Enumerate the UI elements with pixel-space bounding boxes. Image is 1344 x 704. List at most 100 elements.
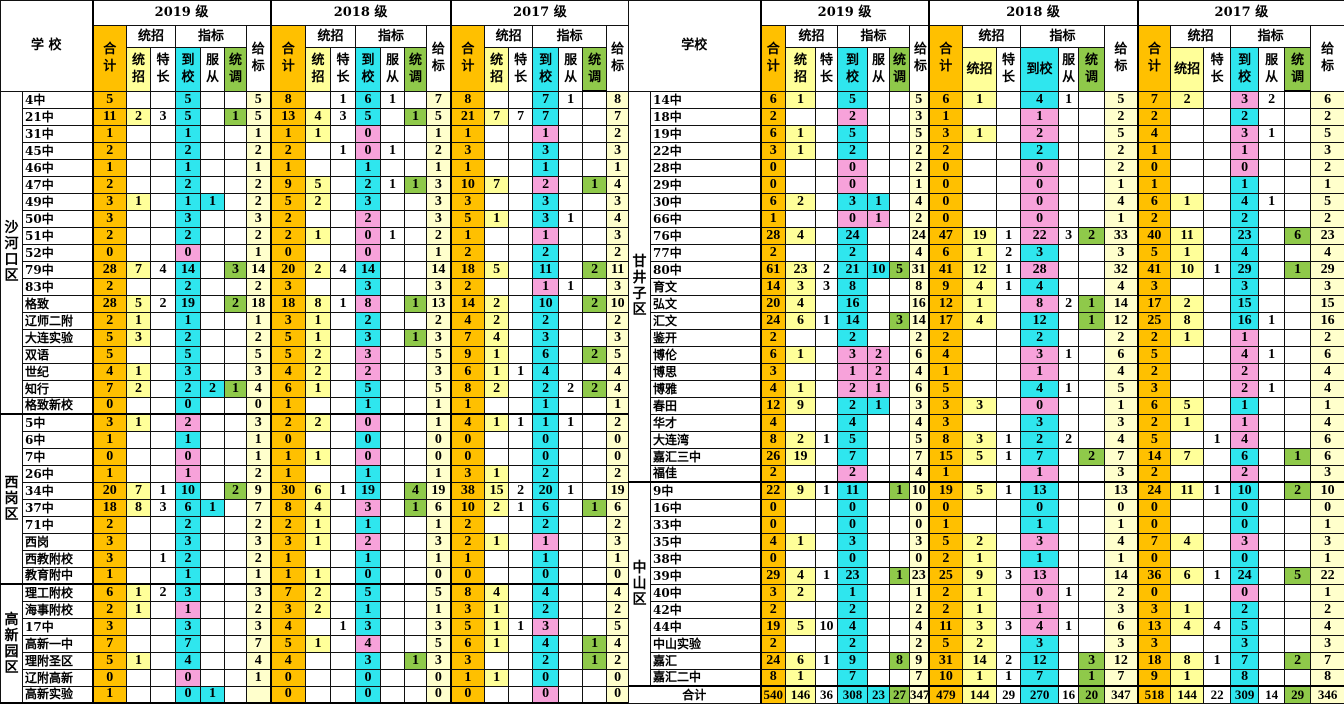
cell-2018-tongzhao: 1 <box>306 567 331 584</box>
cell-2018-tongzhao: 4 <box>963 278 997 295</box>
cell-2017-tongzhao: 1 <box>485 533 509 550</box>
total-header-2017: 合计 <box>451 26 485 92</box>
cell-2017-total: 6 <box>451 635 485 652</box>
cell-2017-fucong: 1 <box>1259 346 1285 363</box>
cell-2018-tongtiao <box>1079 278 1105 295</box>
cell-2017-total: 2 <box>1138 414 1171 431</box>
cell-2018-total: 5 <box>929 533 963 550</box>
cell-2017-techang <box>1204 380 1231 397</box>
cell-2019-geibiao: 2 <box>247 278 271 295</box>
cell-2018-geibiao: 2 <box>427 142 451 159</box>
cell-2018-geibiao: 1 <box>427 397 451 414</box>
cell-2019-tongzhao <box>786 516 816 533</box>
cell-2019-total: 0 <box>93 669 127 686</box>
tongzhao-header-2019: 统招 <box>127 48 151 92</box>
cell-2018-tongzhao: 2 <box>963 635 997 652</box>
cell-2017-tongzhao: 8 <box>1171 312 1204 329</box>
cell-2017-tongzhao: 1 <box>1171 669 1204 686</box>
cell-2018-tongzhao <box>963 329 997 346</box>
cell-2017-tongzhao: 1 <box>1171 329 1204 346</box>
cell-2017-tongzhao <box>1171 431 1204 448</box>
cell-2018-tongzhao <box>963 516 997 533</box>
cell-2017-tongzhao <box>485 431 509 448</box>
cell-2017-fucong <box>1259 652 1285 669</box>
cell-2019-techang <box>816 108 838 125</box>
cell-2018-techang: 3 <box>997 618 1021 635</box>
cell-2018-daoxiao: 1 <box>1021 108 1059 125</box>
cell-2017-tongzhao: 1 <box>1171 601 1204 618</box>
cell-2019-geibiao: 6 <box>910 380 929 397</box>
cell-2017-daoxiao: 7 <box>1231 652 1259 669</box>
cell-2019-total: 5 <box>93 91 127 108</box>
cell-2017-daoxiao: 1 <box>1231 397 1259 414</box>
cell-2019-fucong <box>868 652 890 669</box>
cell-2017-tongzhao <box>485 125 509 142</box>
cell-2017-tongtiao <box>1285 295 1311 312</box>
cell-2019-daoxiao: 4 <box>176 652 201 669</box>
cell-2018-total: 3 <box>271 533 306 550</box>
cell-2017-daoxiao: 2 <box>533 601 559 618</box>
cell-2019-daoxiao: 14 <box>838 312 868 329</box>
cell-2018-tongzhao <box>306 686 331 703</box>
cell-2018-tongzhao: 2 <box>306 193 331 210</box>
cell-2017-daoxiao: 1 <box>533 278 559 295</box>
cell-2017-geibiao: 29 <box>1311 261 1344 278</box>
grade-header-2017: 2017 级 <box>451 1 629 26</box>
cell-2017-tongtiao <box>1285 142 1311 159</box>
cell-2019-geibiao: 18 <box>247 295 271 312</box>
cell-2018-total: 1 <box>271 567 306 584</box>
cell-2019-techang <box>816 448 838 465</box>
cell-2019-techang <box>816 91 838 108</box>
cell-2017-tongtiao: 1 <box>583 176 607 193</box>
cell-2018-tongtiao <box>1079 363 1105 380</box>
school-name: 16中 <box>651 499 761 516</box>
cell-2018-daoxiao: 2 <box>1021 142 1059 159</box>
cell-2017-daoxiao: 2 <box>533 176 559 193</box>
school-name: 34中 <box>23 482 93 499</box>
cell-2019-geibiao: 1 <box>247 244 271 261</box>
cell-2018-daoxiao: 1 <box>356 465 381 482</box>
cell-2017-geibiao: 0 <box>1311 499 1344 516</box>
cell-2019-fucong <box>868 91 890 108</box>
cell-2019-total: 24 <box>761 312 786 329</box>
school-name: 高新一中 <box>23 635 93 652</box>
cell-2019-tongtiao <box>225 567 247 584</box>
cell-2019-tongtiao <box>890 635 910 652</box>
cell-2019-geibiao: 2 <box>247 329 271 346</box>
cell-2017-total: 3 <box>451 142 485 159</box>
cell-2019-fucong <box>201 210 225 227</box>
cell-2018-tongzhao: 1 <box>306 635 331 652</box>
cell-2018-total: 5 <box>929 635 963 652</box>
cell-2019-techang <box>816 601 838 618</box>
school-name: 45中 <box>23 142 93 159</box>
cell-2018-daoxiao: 0 <box>1021 210 1059 227</box>
cell-2018-tongzhao <box>963 108 997 125</box>
cell-2018-geibiao: 1 <box>1105 516 1138 533</box>
cell-2017-daoxiao: 1 <box>1231 142 1259 159</box>
cell-2018-geibiao: 1 <box>427 414 451 431</box>
cell-2017-daoxiao: 2 <box>1231 380 1259 397</box>
cell-2019-total: 3 <box>93 193 127 210</box>
cell-2018-fucong <box>1059 244 1079 261</box>
cell-2019-geibiao: 2 <box>910 142 929 159</box>
school-name: 大连湾 <box>651 431 761 448</box>
cell-2018-fucong: 16 <box>1059 686 1079 703</box>
cell-2017-daoxiao: 1 <box>533 533 559 550</box>
cell-2018-techang: 1 <box>331 91 356 108</box>
cell-2018-geibiao: 2 <box>427 227 451 244</box>
cell-2018-fucong <box>381 482 405 499</box>
cell-2017-techang <box>1204 159 1231 176</box>
cell-2018-tongtiao <box>1079 329 1105 346</box>
cell-2017-total: 2 <box>451 516 485 533</box>
cell-2018-fucong <box>1059 176 1079 193</box>
cell-2019-daoxiao: 1 <box>176 159 201 176</box>
cell-2017-daoxiao: 7 <box>533 91 559 108</box>
cell-2019-total: 3 <box>761 363 786 380</box>
cell-2017-techang <box>509 533 533 550</box>
